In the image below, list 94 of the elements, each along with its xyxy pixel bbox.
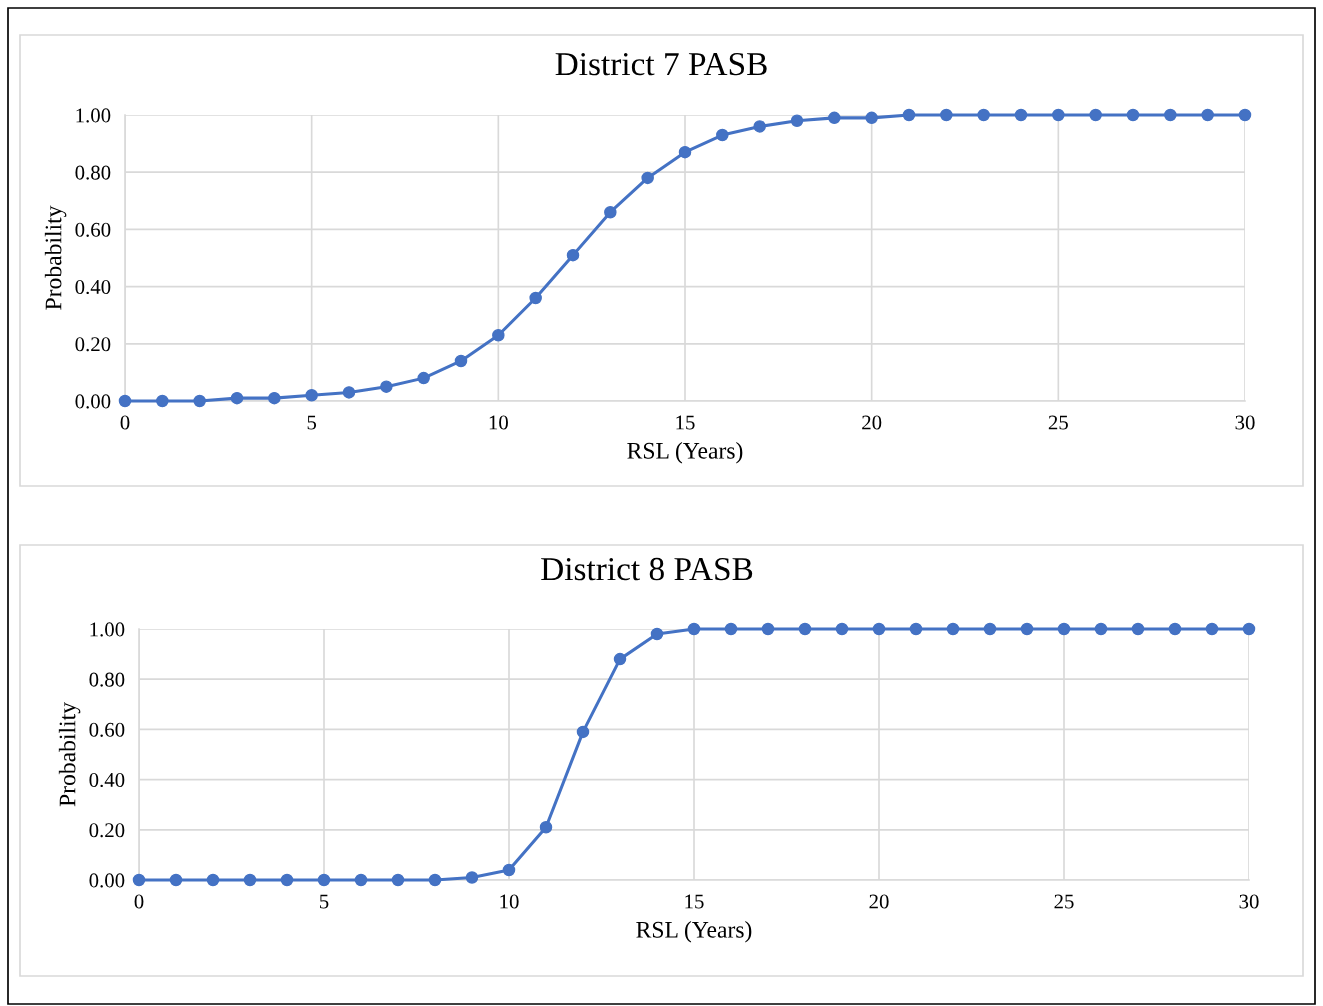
x-tick-label: 15 (685, 894, 704, 909)
y-tick-label: 0.60 (75, 222, 111, 237)
y-tick-label: 0.00 (89, 873, 125, 888)
point (872, 622, 886, 636)
y-tick-label: 0.80 (75, 165, 111, 180)
point (1242, 622, 1256, 636)
point (280, 873, 294, 887)
point (909, 622, 923, 636)
x-tick-label: 15 (676, 415, 695, 430)
point (1164, 108, 1177, 122)
point (790, 114, 804, 127)
point (835, 622, 849, 636)
point (983, 622, 997, 636)
point (193, 394, 206, 408)
point (604, 205, 617, 219)
y-tick-label: 0.60 (89, 722, 125, 737)
point (940, 108, 953, 122)
chart-title: District 7 PASB (555, 52, 767, 76)
y-axis-title: Probability (44, 205, 67, 310)
x-tick-label: 5 (307, 415, 317, 430)
point (576, 725, 590, 739)
x-tick-label: 30 (1239, 894, 1259, 909)
point (761, 622, 775, 636)
x-tick-label: 10 (500, 894, 519, 909)
point (502, 863, 516, 877)
point (566, 248, 580, 262)
point (716, 128, 729, 142)
point (1057, 622, 1071, 636)
point (1089, 108, 1102, 122)
point (342, 386, 356, 399)
x-tick-label: 25 (1054, 894, 1074, 909)
x-tick-label: 0 (134, 894, 144, 909)
point (902, 108, 916, 122)
point (391, 873, 405, 887)
y-tick-label: 1.00 (76, 108, 111, 123)
x-tick-label: 0 (120, 415, 130, 430)
point (1238, 108, 1252, 122)
point (1126, 108, 1140, 122)
point (613, 652, 627, 666)
point (1020, 622, 1034, 636)
point (687, 622, 701, 636)
point (641, 171, 654, 185)
y-tick-label: 0.40 (89, 772, 125, 788)
point (206, 873, 220, 887)
y-tick-label: 1.00 (90, 622, 125, 637)
x-tick-label: 10 (489, 415, 508, 430)
x-axis-title: RSL (Years) (627, 442, 743, 464)
y-tick-label: 0.20 (75, 337, 111, 352)
point (865, 111, 878, 125)
point (417, 371, 430, 385)
point (828, 111, 841, 125)
x-tick-label: 25 (1048, 415, 1068, 430)
point (268, 391, 281, 405)
point (492, 328, 505, 342)
point (1131, 622, 1145, 636)
point (1052, 108, 1065, 122)
y-axis-title: Probability (58, 702, 81, 807)
point (169, 873, 183, 887)
point (230, 391, 244, 405)
point (753, 120, 766, 133)
point (317, 873, 331, 887)
point (118, 394, 132, 408)
x-tick-label: 30 (1235, 415, 1255, 430)
point (1014, 108, 1028, 122)
point (243, 873, 257, 887)
point (977, 108, 990, 122)
x-axis-title: RSL (Years) (636, 921, 752, 943)
point (539, 821, 553, 834)
y-tick-label: 0.80 (89, 672, 125, 687)
point (380, 380, 393, 393)
point (428, 873, 442, 887)
point (305, 389, 318, 402)
point (465, 871, 479, 884)
point (650, 627, 664, 641)
x-tick-label: 20 (862, 415, 882, 430)
x-tick-label: 20 (869, 894, 889, 909)
y-tick-label: 0.20 (89, 823, 125, 838)
point (1205, 622, 1219, 636)
point (798, 622, 812, 636)
point (1168, 622, 1182, 636)
point (354, 873, 368, 887)
point (724, 622, 738, 636)
y-tick-label: 0.40 (75, 279, 111, 295)
point (156, 394, 169, 408)
point (1094, 622, 1108, 636)
x-tick-label: 5 (320, 894, 329, 909)
point (946, 622, 960, 636)
chart-title: District 8 PASB (541, 557, 753, 581)
point (1201, 108, 1214, 122)
point (454, 354, 468, 368)
point (132, 873, 146, 887)
point (678, 145, 692, 159)
point (529, 291, 542, 305)
y-tick-label: 0.00 (75, 394, 111, 409)
